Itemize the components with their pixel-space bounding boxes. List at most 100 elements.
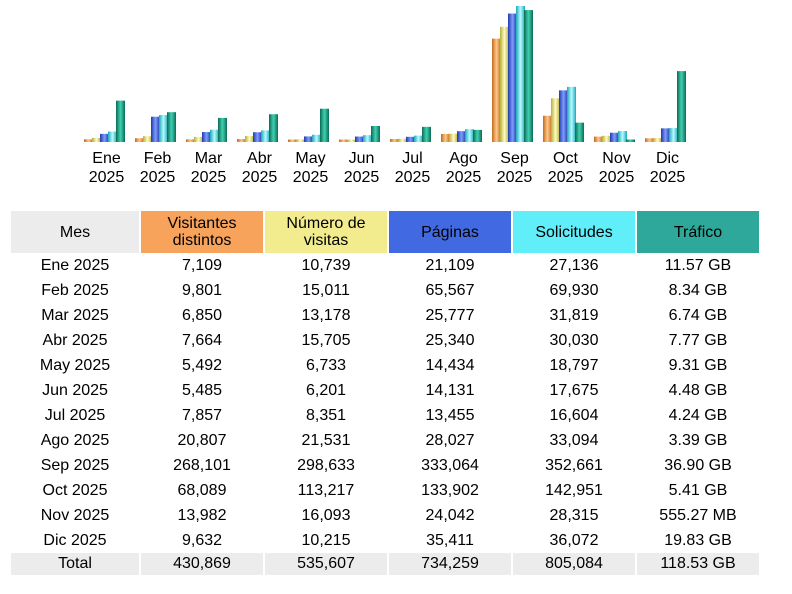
bar	[677, 71, 686, 142]
table-cell: Sep 2025	[40, 456, 110, 474]
x-tick-label-month: Ago	[449, 150, 478, 167]
header-traffic: Tráfico	[637, 211, 759, 253]
bar-group	[594, 131, 635, 142]
table-cell: 15,705	[301, 331, 351, 349]
table-body: Ene 2025 7,109 10,739 21,109 27,136 11.57 GB F…	[11, 253, 759, 575]
header-label: Tráfico	[673, 223, 723, 241]
bar	[245, 135, 254, 142]
table-cell: Feb 2025	[41, 281, 109, 299]
table-cell: 3.39 GB	[668, 431, 728, 449]
table-cell: 13,178	[301, 306, 351, 324]
table-row: Abr 2025 7,664 15,705 25,340 30,030 7.77 GB	[11, 328, 759, 353]
bar	[645, 138, 654, 142]
table-cell: 6.74 GB	[668, 306, 728, 324]
table-cell: 118.53 GB	[637, 553, 759, 575]
table-cell: 20,807	[177, 431, 227, 449]
header-label: Visitantes	[167, 215, 237, 232]
bar-groups	[84, 6, 686, 143]
x-tick-label-month: Jun	[349, 150, 375, 167]
x-axis-labels: Ene 2025 Feb 2025 Mar 2025 Abr 2025 May 2025 Jun 20…	[89, 150, 686, 186]
bar	[602, 135, 611, 142]
table-cell: Jun 2025	[42, 381, 108, 399]
table-cell: 8,351	[305, 406, 347, 424]
bar	[618, 131, 627, 142]
header-requests: Solicitudes	[513, 211, 635, 253]
table-cell: 27,136	[549, 256, 599, 274]
header-label: visitas	[303, 232, 349, 249]
table-cell: 33,094	[549, 431, 599, 449]
table-cell: 8.34 GB	[668, 281, 728, 299]
table-cell: 65,567	[425, 281, 475, 299]
table-cell: 113,217	[297, 481, 355, 499]
table-cell: Oct 2025	[42, 481, 108, 499]
table-cell: 25,777	[425, 306, 475, 324]
bar	[116, 100, 125, 142]
x-tick-label-month: Oct	[553, 150, 578, 167]
table-cell: 36.90 GB	[664, 456, 732, 474]
x-tick-label-month: Abr	[247, 150, 273, 167]
table-cell: 10,215	[301, 531, 351, 549]
bar	[320, 108, 329, 142]
bar	[108, 131, 117, 142]
bar	[269, 114, 278, 142]
bar-group	[390, 126, 431, 142]
table-cell: 28,315	[549, 506, 599, 524]
bar-group	[492, 6, 533, 143]
bar	[559, 90, 568, 142]
table-cell: 7,109	[181, 256, 223, 274]
table-cell: 15,011	[302, 281, 350, 299]
x-tick-label-year: 2025	[344, 169, 380, 186]
x-tick-label-month: Sep	[500, 150, 529, 167]
bar	[339, 139, 348, 142]
table-cell: 7.77 GB	[668, 331, 728, 349]
x-tick-label-year: 2025	[242, 169, 278, 186]
bar	[363, 135, 372, 142]
table-total-row: Total 430,869 535,607 734,259 805,084 118.53 …	[11, 553, 759, 575]
table-cell: 5,492	[181, 356, 223, 374]
table-cell: 16,093	[301, 506, 351, 524]
table-cell: 21,531	[301, 431, 351, 449]
table-row: May 2025 5,492 6,733 14,434 18,797 9.31 GB	[11, 353, 759, 378]
x-tick-label-month: May	[295, 150, 325, 167]
bar	[186, 139, 195, 142]
bar-group	[288, 108, 329, 142]
bar	[661, 128, 670, 142]
table-row: Sep 2025 268,101 298,633 333,064 352,661 36.9…	[11, 453, 759, 478]
table-cell: 14,131	[425, 381, 475, 399]
table-cell: 18,797	[549, 356, 599, 374]
table-cell: 7,664	[181, 331, 223, 349]
header-label: Número de	[286, 215, 366, 232]
x-tick-label-month: Mar	[195, 150, 223, 167]
header-visits: Número de visitas	[265, 211, 387, 253]
table-row: Ago 2025 20,807 21,531 28,027 33,094 3.39 GB	[11, 428, 759, 453]
table-cell: 36,072	[549, 531, 599, 549]
bar	[441, 133, 450, 142]
bar	[575, 122, 584, 142]
bar	[390, 138, 399, 142]
table-cell: 133,902	[421, 481, 479, 499]
table-cell: 13,982	[177, 506, 227, 524]
table-cell: 4.48 GB	[668, 381, 728, 399]
x-tick-label-year: 2025	[395, 169, 431, 186]
table-cell: 6,733	[305, 356, 347, 374]
table-cell: 430,869	[141, 553, 263, 575]
table-cell: 6,201	[305, 381, 347, 399]
bar	[500, 26, 509, 143]
bar	[551, 98, 560, 142]
table-cell: Mar 2025	[41, 306, 109, 324]
bar-group	[441, 129, 482, 142]
bar	[218, 117, 227, 142]
x-tick-label-year: 2025	[446, 169, 482, 186]
bar-group	[645, 71, 686, 142]
x-tick-label-year: 2025	[497, 169, 533, 186]
bar	[135, 138, 144, 142]
table-cell: 5.41 GB	[668, 481, 728, 499]
table-row: Mar 2025 6,850 13,178 25,777 31,819 6.74 GB	[11, 303, 759, 328]
header-label: Solicitudes	[535, 223, 613, 241]
table-cell: Jul 2025	[44, 406, 106, 424]
table-cell: 28,027	[425, 431, 475, 449]
bar	[237, 139, 246, 142]
x-tick-label-month: Nov	[602, 150, 630, 167]
x-tick-label-year: 2025	[140, 169, 176, 186]
table-cell: Ago 2025	[40, 431, 110, 449]
